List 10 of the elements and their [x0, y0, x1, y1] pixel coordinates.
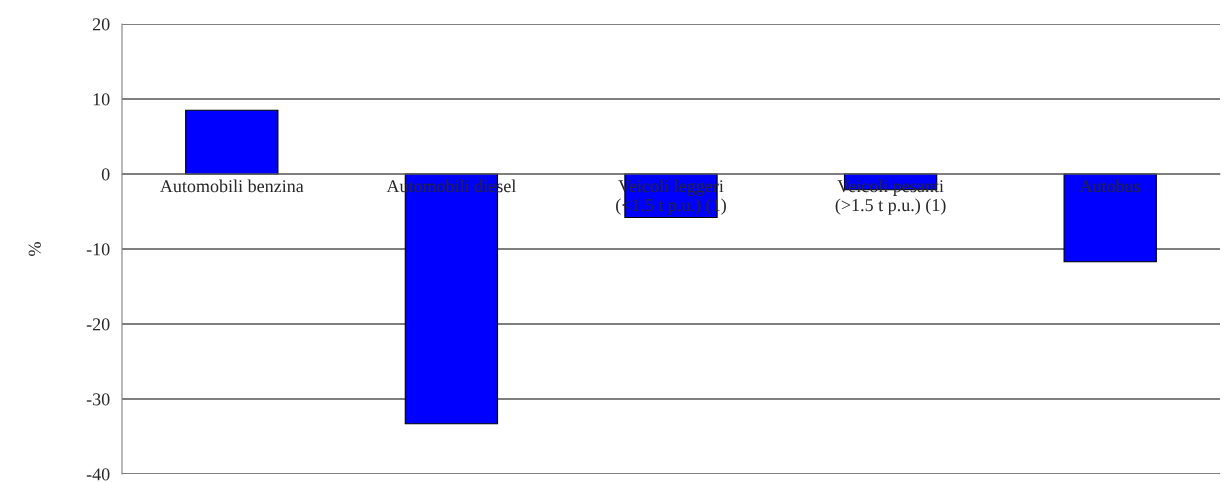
y-tick-label: 0	[101, 168, 110, 181]
y-tick-label: -20	[86, 318, 110, 331]
y-tick-label: -40	[86, 468, 110, 481]
y-tick-label: -10	[86, 243, 110, 256]
y-axis-title: %	[28, 242, 41, 256]
x-tick-label: Autobus	[1079, 179, 1141, 193]
y-tick-label: 10	[93, 93, 110, 106]
x-tick-label: Automobili benzina	[160, 179, 304, 193]
y-tick-label: 20	[92, 18, 110, 31]
y-tick-label: -30	[86, 393, 110, 406]
